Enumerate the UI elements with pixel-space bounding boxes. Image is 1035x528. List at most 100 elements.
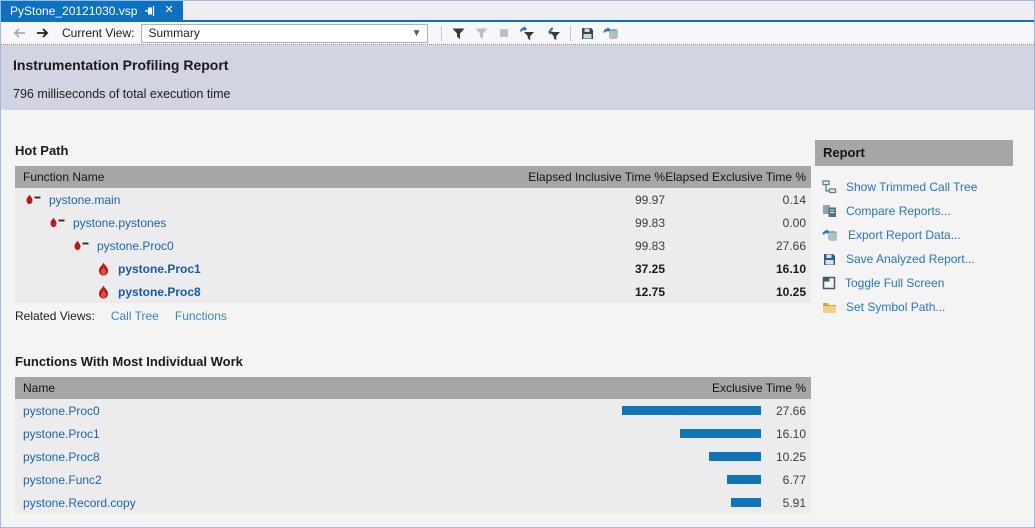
flame-path-icon [49, 217, 65, 229]
related-views-label: Related Views: [15, 309, 95, 323]
report-header-band: Instrumentation Profiling Report 796 mil… [1, 45, 1034, 110]
view-selector-value: Summary [148, 26, 200, 40]
column-inclusive-time: Elapsed Inclusive Time % [528, 170, 665, 184]
exclusive-time-bar [731, 498, 761, 507]
function-link[interactable]: pystone.main [49, 192, 121, 207]
hot-path-table: Function Name Elapsed Inclusive Time % E… [15, 166, 811, 303]
function-link[interactable]: pystone.Proc1 [118, 261, 201, 276]
hot-path-title: Hot Path [15, 143, 69, 158]
function-link[interactable]: pystone.Proc0 [23, 403, 100, 418]
individual-work-row: pystone.Record.copy 5.91 [15, 491, 811, 514]
tab-strip: PyStone_20121030.vsp ✕ [1, 1, 1034, 22]
column-name: Name [23, 381, 56, 395]
function-link[interactable]: pystone.Proc8 [23, 449, 100, 464]
function-link[interactable]: pystone.Func2 [23, 472, 102, 487]
exclusive-time-bar [622, 406, 761, 415]
exclusive-time-bar [709, 452, 761, 461]
hot-path-row: pystone.Proc8 12.75 10.25 [15, 280, 811, 303]
hot-path-table-body: pystone.main 99.97 0.14 pystone.pystones… [15, 188, 811, 303]
forward-button[interactable] [31, 25, 54, 41]
exclusive-time-bar [727, 475, 761, 484]
filter-pending-button[interactable] [470, 24, 493, 43]
save-report-button[interactable] [576, 24, 599, 43]
exclusive-time-bar [680, 429, 761, 438]
current-view-label: Current View: [62, 26, 135, 40]
inclusive-time-cell: 99.83 [634, 215, 665, 230]
report-panel-item[interactable]: Compare Reports... [815, 199, 1013, 223]
individual-work-table-header: Name Exclusive Time % [15, 377, 811, 399]
individual-work-row: pystone.Proc8 10.25 [15, 445, 811, 468]
compare-reports-icon [822, 204, 837, 218]
export-data-icon [822, 228, 839, 243]
related-view-link[interactable]: Call Tree [110, 309, 159, 323]
hot-path-row: pystone.pystones 99.83 0.00 [15, 211, 811, 234]
individual-work-row: pystone.Proc0 27.66 [15, 399, 811, 422]
chevron-down-icon: ▼ [411, 27, 422, 39]
exclusive-time-cell: 0.14 [782, 192, 806, 207]
report-panel-title: Report [815, 140, 1013, 166]
call-tree-icon [822, 180, 837, 194]
inclusive-time-cell: 12.75 [634, 284, 665, 299]
individual-work-table-body: pystone.Proc0 27.66 pystone.Proc1 16.10 … [15, 399, 811, 514]
toolbar: Current View: Summary ▼ [1, 22, 1034, 45]
exclusive-time-cell: 16.10 [775, 426, 806, 441]
function-link[interactable]: pystone.Proc0 [97, 238, 174, 253]
document-tab[interactable]: PyStone_20121030.vsp ✕ [1, 1, 183, 20]
forward-arrow-icon [35, 27, 50, 39]
hot-path-row: pystone.main 99.97 0.14 [15, 188, 811, 211]
export-icon [603, 26, 620, 41]
inclusive-time-cell: 37.25 [634, 261, 665, 276]
report-panel-link: Compare Reports... [846, 204, 951, 218]
individual-work-title: Functions With Most Individual Work [15, 354, 243, 369]
related-views: Related Views: Call Tree Functions [15, 309, 227, 323]
filter-button[interactable] [447, 24, 470, 43]
filter-icon [451, 26, 466, 41]
flame-path-icon [73, 240, 89, 252]
exclusive-time-cell: 27.66 [775, 403, 806, 418]
report-panel-item[interactable]: Show Trimmed Call Tree [815, 175, 1013, 199]
individual-work-row: pystone.Func2 6.77 [15, 468, 811, 491]
function-link[interactable]: pystone.pystones [73, 215, 167, 230]
pin-icon[interactable] [145, 5, 156, 17]
exclusive-time-cell: 10.25 [775, 284, 806, 299]
function-link[interactable]: pystone.Proc8 [118, 284, 201, 299]
flame-path-icon [25, 194, 41, 206]
full-screen-icon [822, 276, 836, 290]
exclusive-time-cell: 16.10 [775, 261, 806, 276]
exclusive-time-cell: 27.66 [775, 238, 806, 253]
function-link[interactable]: pystone.Record.copy [23, 495, 136, 510]
back-arrow-icon [12, 27, 27, 39]
export-report-button[interactable] [599, 24, 624, 43]
report-panel-link: Set Symbol Path... [846, 300, 946, 314]
report-panel-link: Save Analyzed Report... [846, 252, 975, 266]
stop-profiling-button[interactable] [493, 24, 515, 42]
report-panel: Report Show Trimmed Call Tree Compare Re… [815, 140, 1013, 319]
report-panel-item[interactable]: Save Analyzed Report... [815, 247, 1013, 271]
close-icon[interactable]: ✕ [164, 4, 174, 16]
exclusive-time-cell: 0.00 [782, 215, 806, 230]
save-report-icon [822, 252, 837, 267]
hot-path-row: pystone.Proc0 99.83 27.66 [15, 234, 811, 257]
report-panel-item[interactable]: Set Symbol Path... [815, 295, 1013, 319]
apply-filter-button[interactable] [515, 24, 540, 43]
stop-icon [497, 26, 511, 40]
view-selector[interactable]: Summary ▼ [141, 23, 429, 43]
column-function-name: Function Name [23, 170, 105, 184]
save-icon [580, 26, 595, 41]
column-exclusive-time-pct: Exclusive Time % [711, 381, 806, 395]
column-exclusive-time: Elapsed Exclusive Time % [665, 170, 806, 184]
report-panel-item[interactable]: Export Report Data... [815, 223, 1013, 247]
exclusive-time-cell: 5.91 [782, 495, 806, 510]
function-link[interactable]: pystone.Proc1 [23, 426, 100, 441]
individual-work-row: pystone.Proc1 16.10 [15, 422, 811, 445]
inclusive-time-cell: 99.83 [634, 238, 665, 253]
symbol-path-icon [822, 301, 837, 314]
back-button[interactable] [8, 25, 31, 41]
report-subtitle: 796 milliseconds of total execution time [13, 87, 231, 101]
report-panel-item[interactable]: Toggle Full Screen [815, 271, 1013, 295]
toolbar-separator [570, 25, 572, 41]
inclusive-time-cell: 99.97 [634, 192, 665, 207]
related-view-link[interactable]: Functions [174, 309, 227, 323]
reapply-filter-button[interactable] [540, 24, 565, 43]
